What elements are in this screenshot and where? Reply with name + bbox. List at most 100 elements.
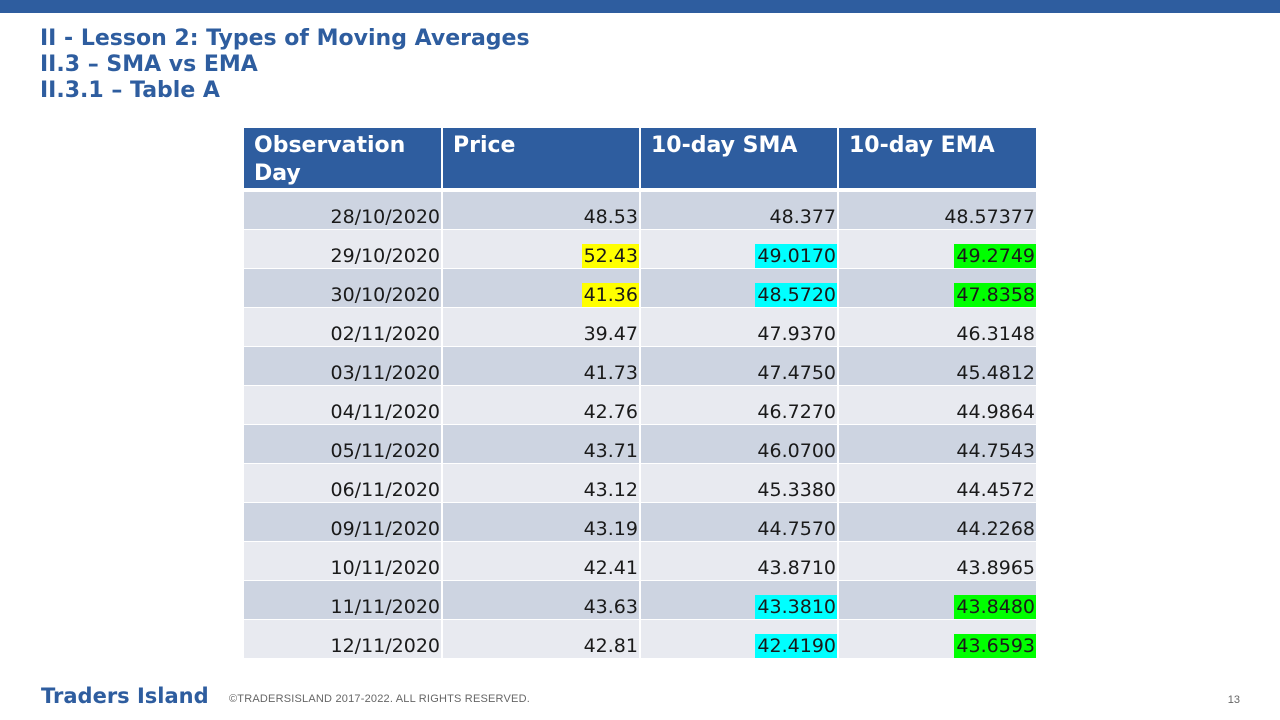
- cell-sma-value: 46.0700: [757, 439, 836, 462]
- cell-observation-day: 04/11/2020: [244, 385, 443, 425]
- cell-price-value: 42.81: [583, 634, 638, 657]
- cell-ema-value: 46.3148: [956, 322, 1035, 345]
- cell-ema: 44.9864: [838, 385, 1036, 425]
- cell-price: 43.63: [442, 580, 641, 620]
- cell-ema: 44.7543: [838, 424, 1036, 464]
- cell-observation-day-value: 05/11/2020: [330, 439, 440, 462]
- cell-observation-day-value: 03/11/2020: [330, 361, 440, 384]
- table-header-row: Observation Day Price 10-day SMA 10-day …: [244, 128, 1036, 192]
- cell-price-value: 48.53: [583, 205, 638, 228]
- cell-price-value: 43.71: [583, 439, 638, 462]
- cell-observation-day: 09/11/2020: [244, 502, 443, 542]
- cell-ema-value: 48.57377: [944, 205, 1035, 228]
- cell-observation-day: 03/11/2020: [244, 346, 443, 386]
- cell-sma: 48.377: [640, 190, 839, 230]
- cell-sma: 46.0700: [640, 424, 839, 464]
- table-row: 09/11/2020 43.19 44.7570 44.2268: [244, 502, 1036, 542]
- moving-average-table: Observation Day Price 10-day SMA 10-day …: [244, 128, 1036, 659]
- cell-observation-day-value: 04/11/2020: [330, 400, 440, 423]
- cell-sma-value: 48.5720: [755, 282, 837, 307]
- cell-price: 39.47: [442, 307, 641, 347]
- cell-sma: 44.7570: [640, 502, 839, 542]
- cell-sma: 42.4190: [640, 619, 839, 659]
- cell-ema: 46.3148: [838, 307, 1036, 347]
- cell-price-value: 39.47: [583, 322, 638, 345]
- cell-ema: 45.4812: [838, 346, 1036, 386]
- cell-ema: 49.2749: [838, 229, 1036, 269]
- cell-ema-value: 44.9864: [956, 400, 1035, 423]
- cell-observation-day-value: 09/11/2020: [330, 517, 440, 540]
- footer-copyright: ©TRADERSISLAND 2017-2022. ALL RIGHTS RES…: [229, 693, 530, 705]
- cell-observation-day: 02/11/2020: [244, 307, 443, 347]
- cell-observation-day: 28/10/2020: [244, 190, 443, 230]
- cell-ema-value: 44.7543: [956, 439, 1035, 462]
- cell-observation-day-value: 29/10/2020: [330, 244, 440, 267]
- table-body: 28/10/2020 48.53 48.377 48.57377 29/10/2020 5…: [244, 190, 1036, 659]
- cell-sma-value: 48.377: [769, 205, 836, 228]
- column-header-ema: 10-day EMA: [838, 128, 1036, 192]
- cell-observation-day-value: 06/11/2020: [330, 478, 440, 501]
- table-row: 06/11/2020 43.12 45.3380 44.4572: [244, 463, 1036, 503]
- cell-price: 42.81: [442, 619, 641, 659]
- table-row: 10/11/2020 42.41 43.8710 43.8965: [244, 541, 1036, 581]
- cell-observation-day: 10/11/2020: [244, 541, 443, 581]
- cell-observation-day: 05/11/2020: [244, 424, 443, 464]
- cell-price: 43.71: [442, 424, 641, 464]
- cell-sma: 43.3810: [640, 580, 839, 620]
- cell-sma-value: 42.4190: [755, 633, 837, 658]
- cell-ema-value: 44.2268: [956, 517, 1035, 540]
- cell-sma: 47.9370: [640, 307, 839, 347]
- cell-ema: 43.8965: [838, 541, 1036, 581]
- cell-observation-day: 06/11/2020: [244, 463, 443, 503]
- cell-price: 52.43: [442, 229, 641, 269]
- cell-sma: 45.3380: [640, 463, 839, 503]
- cell-price-value: 43.12: [583, 478, 638, 501]
- column-header-price: Price: [442, 128, 641, 192]
- cell-observation-day-value: 02/11/2020: [330, 322, 440, 345]
- cell-ema: 43.8480: [838, 580, 1036, 620]
- cell-ema: 48.57377: [838, 190, 1036, 230]
- cell-sma: 49.0170: [640, 229, 839, 269]
- column-header-sma: 10-day SMA: [640, 128, 839, 192]
- cell-price-value: 42.41: [583, 556, 638, 579]
- cell-ema-value: 49.2749: [954, 243, 1036, 268]
- cell-ema-value: 43.8480: [954, 594, 1036, 619]
- table-row: 28/10/2020 48.53 48.377 48.57377: [244, 190, 1036, 230]
- cell-observation-day: 12/11/2020: [244, 619, 443, 659]
- cell-price-value: 41.73: [583, 361, 638, 384]
- cell-observation-day-value: 12/11/2020: [330, 634, 440, 657]
- cell-sma: 47.4750: [640, 346, 839, 386]
- table-row: 30/10/2020 41.36 48.5720 47.8358: [244, 268, 1036, 308]
- column-header-observation-day: Observation Day: [244, 128, 443, 192]
- cell-observation-day-value: 10/11/2020: [330, 556, 440, 579]
- cell-sma-value: 47.4750: [757, 361, 836, 384]
- lesson-title: II - Lesson 2: Types of Moving Averages: [40, 26, 530, 51]
- cell-ema-value: 47.8358: [954, 282, 1036, 307]
- cell-observation-day: 29/10/2020: [244, 229, 443, 269]
- cell-ema: 43.6593: [838, 619, 1036, 659]
- cell-ema: 44.2268: [838, 502, 1036, 542]
- top-accent-bar: [0, 0, 1280, 13]
- cell-ema-value: 45.4812: [956, 361, 1035, 384]
- table-row: 02/11/2020 39.47 47.9370 46.3148: [244, 307, 1036, 347]
- footer-brand-logo: Traders Island: [41, 684, 209, 708]
- cell-price: 41.36: [442, 268, 641, 308]
- cell-ema-value: 43.6593: [954, 633, 1036, 658]
- cell-price: 48.53: [442, 190, 641, 230]
- cell-price: 42.41: [442, 541, 641, 581]
- cell-observation-day-value: 11/11/2020: [330, 595, 440, 618]
- cell-price-value: 43.19: [583, 517, 638, 540]
- cell-sma-value: 44.7570: [757, 517, 836, 540]
- table-row: 12/11/2020 42.81 42.4190 43.6593: [244, 619, 1036, 659]
- cell-observation-day: 11/11/2020: [244, 580, 443, 620]
- cell-ema-value: 44.4572: [956, 478, 1035, 501]
- cell-price-value: 43.63: [583, 595, 638, 618]
- section-title: II.3 – SMA vs EMA: [40, 52, 258, 77]
- cell-sma-value: 43.8710: [757, 556, 836, 579]
- cell-sma: 48.5720: [640, 268, 839, 308]
- table-row: 04/11/2020 42.76 46.7270 44.9864: [244, 385, 1036, 425]
- page-number: 13: [1227, 694, 1240, 706]
- cell-ema: 47.8358: [838, 268, 1036, 308]
- table-row: 05/11/2020 43.71 46.0700 44.7543: [244, 424, 1036, 464]
- cell-price: 41.73: [442, 346, 641, 386]
